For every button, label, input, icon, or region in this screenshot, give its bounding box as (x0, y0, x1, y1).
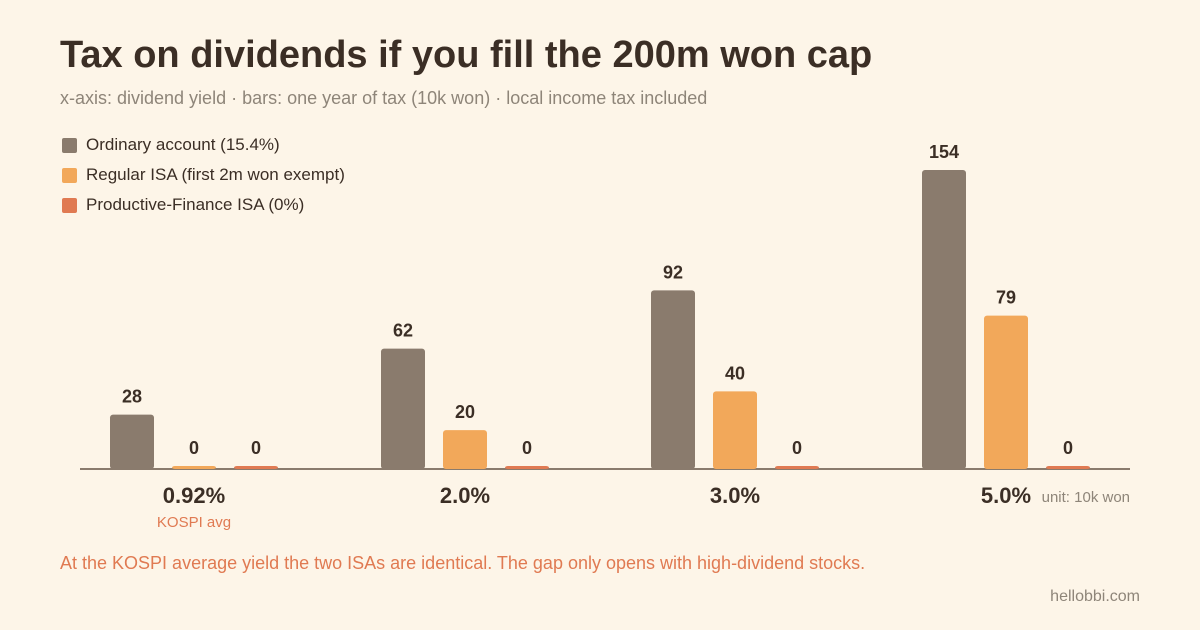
legend: Ordinary account (15.4%) Regular ISA (fi… (62, 130, 345, 220)
data-label-regular-isa-2: 20 (455, 402, 475, 422)
x-tick-note-1: KOSPI avg (157, 514, 231, 531)
bar-pf-isa-2 (505, 466, 549, 469)
bar-regular-isa-1 (172, 466, 216, 469)
bar-pf-isa-3 (775, 466, 819, 469)
legend-label-regular-isa: Regular ISA (first 2m won exempt) (86, 165, 345, 184)
bar-ordinary-3 (651, 290, 695, 469)
bar-regular-isa-3 (713, 391, 757, 469)
data-label-pf-isa-2: 0 (522, 438, 532, 458)
bar-pf-isa-1 (234, 466, 278, 469)
data-label-pf-isa-3: 0 (792, 438, 802, 458)
legend-item-ordinary: Ordinary account (15.4%) (62, 130, 345, 160)
legend-label-ordinary: Ordinary account (15.4%) (86, 135, 280, 154)
legend-swatch-ordinary (62, 137, 77, 153)
bar-ordinary-1 (110, 414, 154, 469)
footnote: At the KOSPI average yield the two ISAs … (60, 553, 866, 573)
legend-item-regular-isa: Regular ISA (first 2m won exempt) (62, 160, 345, 190)
data-label-ordinary-2: 62 (393, 321, 413, 341)
data-label-ordinary-1: 28 (122, 387, 142, 407)
data-label-regular-isa-1: 0 (189, 438, 199, 458)
data-label-regular-isa-4: 79 (996, 288, 1016, 308)
chart-subtitle: x-axis: dividend yield · bars: one year … (60, 88, 708, 108)
x-tick-label-4: 5.0% (981, 483, 1031, 508)
x-tick-label-3: 3.0% (710, 483, 760, 508)
x-tick-label-1: 0.92% (163, 483, 225, 508)
legend-swatch-regular-isa (62, 167, 77, 183)
source-credit: hellobbi.com (1050, 588, 1140, 605)
legend-swatch-pf-isa (62, 197, 77, 213)
bar-ordinary-4 (922, 170, 966, 469)
unit-label: unit: 10k won (1041, 489, 1130, 506)
bar-pf-isa-4 (1046, 466, 1090, 469)
chart-title: Tax on dividends if you fill the 200m wo… (60, 34, 873, 76)
legend-item-pf-isa: Productive-Finance ISA (0%) (62, 190, 345, 220)
data-label-pf-isa-4: 0 (1063, 438, 1073, 458)
data-label-ordinary-4: 154 (929, 142, 959, 162)
x-tick-label-2: 2.0% (440, 483, 490, 508)
data-label-regular-isa-3: 40 (725, 363, 745, 383)
bar-regular-isa-2 (443, 430, 487, 469)
data-label-ordinary-3: 92 (663, 262, 683, 282)
bar-ordinary-2 (381, 348, 425, 469)
bar-regular-isa-4 (984, 315, 1028, 469)
legend-label-pf-isa: Productive-Finance ISA (0%) (86, 195, 305, 214)
data-label-pf-isa-1: 0 (251, 438, 261, 458)
